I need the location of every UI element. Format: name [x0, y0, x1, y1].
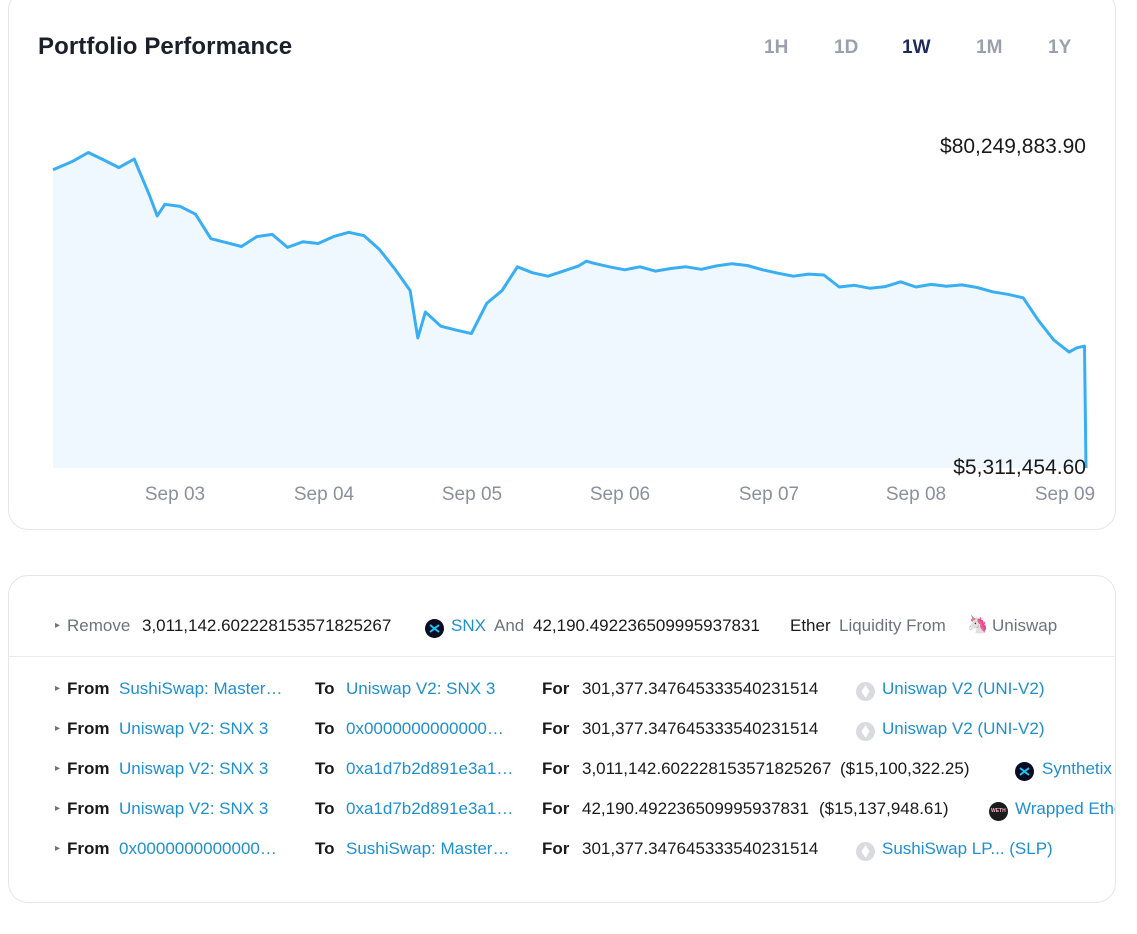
transfer-row: ▸ From Uniswap V2: SNX 3 To 0x0000000000… [55, 717, 1115, 743]
chart-x-tick-label: Sep 06 [590, 484, 650, 505]
summary-conj: And [494, 616, 525, 635]
chart-area-fill [53, 152, 1086, 468]
summary-amount-ether: 42,190.492236509995937831 [533, 616, 760, 635]
chart-x-tick-label: Sep 04 [294, 484, 355, 505]
divider [9, 656, 1115, 657]
transfer-amount: 301,377.347645333540231514 [582, 719, 819, 738]
weth-icon: WETH [989, 799, 1008, 823]
from-address-link[interactable]: Uniswap V2: SNX 3 [119, 799, 269, 818]
token-link[interactable]: SushiSwap LP... (SLP) [882, 839, 1053, 858]
to-label: To [315, 839, 335, 858]
expand-caret-icon[interactable]: ▸ [55, 620, 61, 631]
chart-x-tick-label: Sep 05 [442, 484, 502, 505]
from-label: From [67, 719, 110, 738]
from-label: From [67, 679, 110, 698]
to-address-link[interactable]: 0xa1d7b2d891e3a1… [346, 799, 514, 818]
for-label: For [542, 799, 570, 818]
transfer-usd-value: ($15,100,322.25) [840, 759, 970, 778]
for-label: For [542, 759, 570, 778]
to-label: To [315, 759, 335, 778]
to-label: To [315, 799, 335, 818]
transfer-row: ▸ From Uniswap V2: SNX 3 To 0xa1d7b2d891… [55, 757, 1115, 783]
to-label: To [315, 719, 335, 738]
from-address-link[interactable]: 0x0000000000000… [119, 839, 277, 858]
from-address-link[interactable]: Uniswap V2: SNX 3 [119, 759, 269, 778]
transfer-row: ▸ From SushiSwap: Master… To Uniswap V2:… [55, 677, 1115, 703]
transfer-usd-value: ($15,137,948.61) [819, 799, 949, 818]
transfer-amount: 42,190.492236509995937831 [582, 799, 809, 818]
to-label: To [315, 679, 335, 698]
uniswap-lp-icon [856, 679, 875, 703]
expand-caret-icon[interactable]: ▸ [55, 723, 61, 734]
chart-x-tick-label: Sep 08 [886, 484, 946, 505]
synthetix-icon [1015, 759, 1034, 783]
range-1m-button[interactable]: 1M [976, 37, 1003, 58]
portfolio-performance-card: Portfolio Performance 1H 1D 1W 1M 1Y $80… [8, 0, 1116, 530]
chart-x-tick-label: Sep 07 [739, 484, 799, 505]
transfer-amount: 301,377.347645333540231514 [582, 679, 819, 698]
summary-protocol-link[interactable]: Uniswap [992, 616, 1058, 635]
chart-max-label: $80,249,883.90 [940, 135, 1086, 158]
transfer-row: ▸ From Uniswap V2: SNX 3 To 0xa1d7b2d891… [55, 797, 1115, 823]
to-address-link[interactable]: Uniswap V2: SNX 3 [346, 679, 496, 698]
token-link[interactable]: Uniswap V2 (UNI-V2) [882, 679, 1045, 698]
token-link[interactable]: Synthetix Network Token [1042, 759, 1115, 778]
transaction-details-card: ▸ Remove 3,011,142.602228153571825267 SN… [8, 575, 1116, 903]
summary-amount-snx: 3,011,142.602228153571825267 [142, 616, 392, 635]
from-label: From [67, 799, 110, 818]
portfolio-chart[interactable]: $80,249,883.90 $5,311,454.60 Sep 03 Sep 04 S… [9, 0, 1117, 531]
expand-caret-icon[interactable]: ▸ [55, 803, 61, 814]
synthetix-icon [425, 616, 444, 640]
sushiswap-lp-icon [856, 839, 875, 863]
range-1w-button[interactable]: 1W [902, 37, 931, 58]
to-address-link[interactable]: 0x0000000000000… [346, 719, 504, 738]
page-title: Portfolio Performance [38, 33, 293, 60]
token-link[interactable]: Uniswap V2 (UNI-V2) [882, 719, 1045, 738]
transfer-amount: 301,377.347645333540231514 [582, 839, 819, 858]
token-link[interactable]: Wrapped Ether [1015, 799, 1115, 818]
from-label: From [67, 759, 110, 778]
expand-caret-icon[interactable]: ▸ [55, 683, 61, 694]
transfer-row: ▸ From 0x0000000000000… To SushiSwap: Ma… [55, 837, 1115, 863]
summary-action: Remove [67, 616, 131, 635]
time-range-selector: 1H 1D 1W 1M 1Y [9, 37, 1115, 67]
from-label: From [67, 839, 110, 858]
chart-series-line [52, 151, 1088, 469]
for-label: For [542, 839, 570, 858]
range-1y-button[interactable]: 1Y [1048, 37, 1072, 58]
transfer-amount: 3,011,142.602228153571825267 [582, 759, 832, 778]
chart-min-label: $5,311,454.60 [953, 456, 1086, 479]
chart-x-tick-label: Sep 03 [145, 484, 205, 505]
to-address-link[interactable]: SushiSwap: Master… [346, 839, 510, 858]
summary-token-ether: Ether [790, 616, 831, 635]
for-label: For [542, 719, 570, 738]
for-label: For [542, 679, 570, 698]
unicorn-icon: 🦄 [967, 615, 989, 634]
from-address-link[interactable]: Uniswap V2: SNX 3 [119, 719, 269, 738]
expand-caret-icon[interactable]: ▸ [55, 843, 61, 854]
range-1h-button[interactable]: 1H [764, 37, 789, 58]
range-1d-button[interactable]: 1D [834, 37, 859, 58]
from-address-link[interactable]: SushiSwap: Master… [119, 679, 283, 698]
summary-token-snx-link[interactable]: SNX [451, 616, 486, 635]
summary-tail: Liquidity From [839, 616, 946, 635]
chart-x-tick-label: Sep 09 [1035, 484, 1095, 505]
expand-caret-icon[interactable]: ▸ [55, 763, 61, 774]
to-address-link[interactable]: 0xa1d7b2d891e3a1… [346, 759, 514, 778]
uniswap-lp-icon [856, 719, 875, 743]
